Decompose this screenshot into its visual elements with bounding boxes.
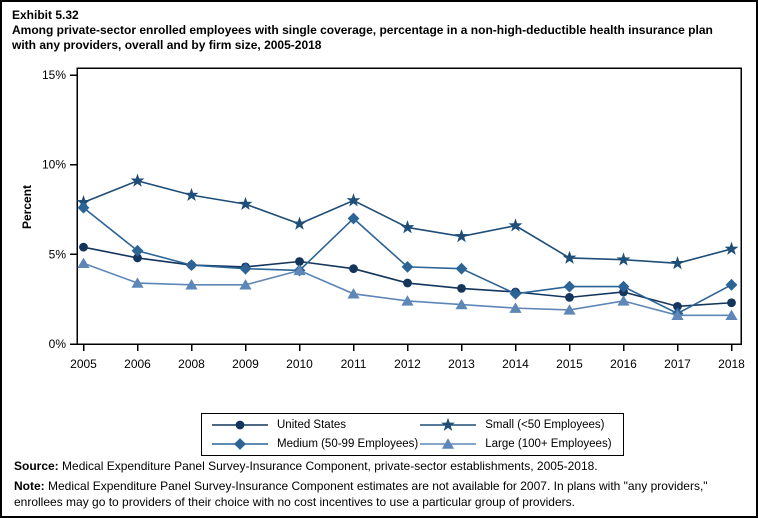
y-tick-label: 0%	[49, 337, 67, 351]
star-marker-icon	[562, 250, 577, 264]
star-marker-icon	[184, 187, 199, 202]
chart-subtitle: Among private-sector enrolled employees …	[12, 23, 713, 52]
legend-item-small: Small (<50 Employees)	[418, 416, 617, 434]
circle-marker-icon	[457, 284, 466, 293]
legend-label: Medium (50-99 Employees)	[277, 438, 419, 450]
source-note: Source: Medical Expenditure Panel Survey…	[14, 458, 750, 474]
x-tick-label: 2017	[664, 357, 691, 371]
triangle-marker-icon	[293, 264, 306, 276]
diamond-marker-icon	[455, 262, 468, 275]
triangle-marker-icon	[131, 277, 144, 288]
title-block: Exhibit 5.32 Among private-sector enroll…	[12, 8, 734, 53]
diamond-marker-icon	[347, 212, 360, 225]
exhibit-title: Exhibit 5.32	[12, 8, 79, 22]
triangle-marker-icon	[617, 295, 630, 306]
y-tick-label: 10%	[42, 158, 66, 172]
x-tick-label: 2006	[124, 357, 151, 371]
circle-marker-icon	[235, 420, 245, 430]
diamond-marker-icon	[185, 259, 198, 271]
diamond-marker-icon	[563, 280, 576, 293]
diamond-marker-icon	[234, 438, 246, 450]
x-tick-label: 2015	[556, 357, 583, 371]
star-marker-icon	[346, 193, 361, 207]
x-tick-label: 2008	[178, 357, 205, 371]
x-tick-label: 2009	[232, 357, 259, 371]
x-tick-label: 2012	[394, 357, 421, 371]
diamond-marker-icon	[617, 280, 630, 293]
circle-marker-icon	[727, 298, 736, 308]
circle-marker-icon	[349, 264, 358, 274]
diamond-marker-icon	[212, 438, 268, 450]
x-tick-label: 2016	[610, 357, 637, 371]
triangle-marker-icon	[77, 257, 90, 268]
star-marker-icon	[616, 252, 631, 266]
note-label: Note:	[14, 479, 45, 493]
star-marker-icon	[724, 241, 739, 255]
x-tick-label: 2010	[286, 357, 313, 371]
note-text: Medical Expenditure Panel Survey-Insuran…	[14, 479, 708, 509]
triangle-marker-icon	[509, 302, 522, 313]
diamond-marker-icon	[509, 287, 522, 300]
circle-marker-icon	[212, 420, 268, 430]
x-tick-label: 2005	[70, 357, 97, 371]
star-marker-icon	[238, 196, 253, 211]
x-tick-label: 2011	[341, 357, 367, 371]
legend-item-large: Large (100+ Employees)	[418, 435, 617, 453]
star-marker-icon	[76, 195, 91, 209]
legend-label: Small (<50 Employees)	[485, 419, 605, 431]
star-marker-icon	[400, 220, 415, 234]
methodology-note: Note: Medical Expenditure Panel Survey-I…	[14, 478, 750, 510]
triangle-marker-icon	[239, 279, 252, 290]
line-chart: 0% 5% 10% 15% 2005 2006 2008 2009 2010 2011 2012 20…	[42, 67, 745, 371]
star-marker-icon	[420, 417, 477, 431]
diamond-marker-icon	[725, 278, 738, 291]
triangle-marker-icon	[347, 288, 360, 299]
circle-marker-icon	[133, 253, 142, 263]
star-marker-icon	[454, 229, 469, 243]
circle-marker-icon	[79, 242, 88, 252]
source-label: Source:	[14, 459, 59, 473]
star-marker-icon	[508, 218, 523, 232]
source-text: Medical Expenditure Panel Survey-Insuran…	[58, 459, 598, 473]
triangle-marker-icon	[442, 438, 455, 449]
triangle-marker-icon	[563, 304, 576, 315]
footer: Source: Medical Expenditure Panel Survey…	[14, 458, 750, 510]
y-tick-label: 5%	[49, 247, 67, 261]
star-marker-icon	[292, 216, 307, 230]
circle-marker-icon	[295, 257, 304, 266]
y-axis-title: Percent	[20, 184, 34, 230]
diamond-marker-icon	[239, 262, 252, 275]
x-tick-label: 2014	[502, 357, 529, 371]
legend-item-united-states: United States	[210, 416, 418, 434]
star-marker-icon	[130, 173, 145, 187]
y-tick-label: 15%	[42, 68, 66, 82]
x-tick-label: 2013	[448, 357, 475, 371]
triangle-marker-icon	[185, 279, 198, 290]
x-tick-label: 2018	[718, 357, 745, 371]
legend-item-medium: Medium (50-99 Employees)	[210, 435, 418, 453]
diamond-marker-icon	[401, 260, 414, 273]
circle-marker-icon	[673, 301, 682, 311]
triangle-marker-icon	[725, 309, 738, 321]
diamond-marker-icon	[77, 201, 90, 214]
plot-border	[76, 67, 742, 345]
triangle-marker-icon	[401, 295, 414, 306]
triangle-marker-icon	[420, 438, 477, 449]
legend-label: United States	[277, 419, 347, 431]
star-marker-icon	[441, 417, 456, 431]
circle-marker-icon	[403, 278, 412, 288]
triangle-marker-icon	[455, 298, 468, 310]
diamond-marker-icon	[131, 244, 144, 257]
legend-label: Large (100+ Employees)	[485, 438, 612, 450]
circle-marker-icon	[565, 292, 574, 302]
triangle-marker-icon	[671, 309, 684, 321]
star-marker-icon	[670, 256, 685, 270]
legend: United States Small (<50 Employees) Medi…	[201, 413, 624, 456]
